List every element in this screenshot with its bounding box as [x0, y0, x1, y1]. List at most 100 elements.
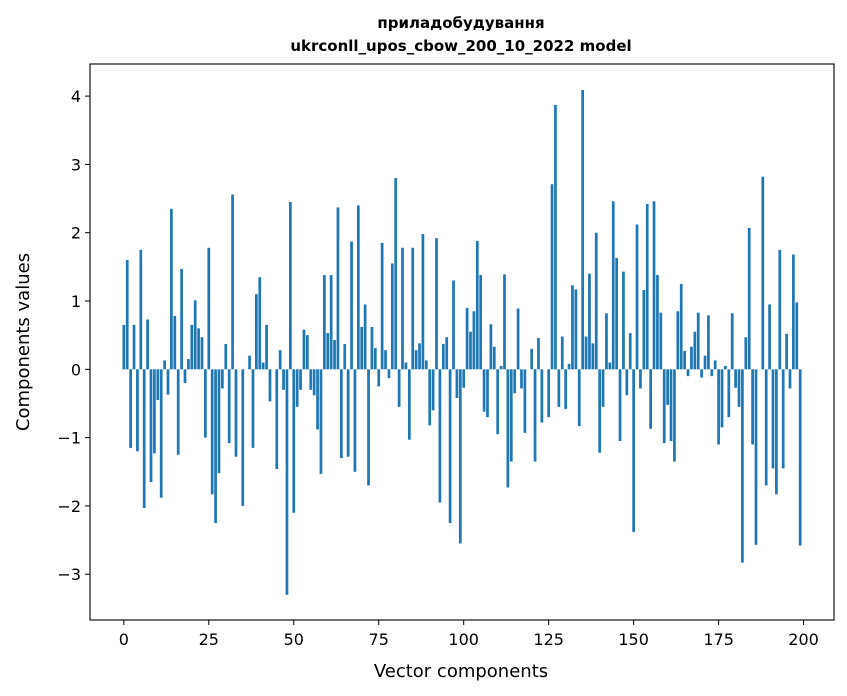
bar-128 [557, 369, 561, 407]
bar-182 [741, 369, 744, 563]
x-tick-label: 175 [703, 630, 734, 649]
bar-28 [217, 369, 221, 474]
x-tick-label: 125 [533, 630, 564, 649]
bar-152 [639, 369, 642, 389]
bar-130 [564, 369, 568, 409]
y-tick-label: −1 [57, 429, 81, 448]
bar-115 [513, 369, 517, 394]
bar-100 [462, 369, 466, 388]
bar-48 [285, 369, 289, 595]
bar-172 [707, 315, 710, 370]
bar-46 [278, 350, 282, 370]
bar-75 [377, 369, 381, 387]
x-tick-label: 0 [119, 630, 129, 649]
bar-123 [540, 369, 544, 423]
x-tick-label: 100 [448, 630, 479, 649]
bar-184 [747, 227, 751, 370]
bar-8 [149, 369, 153, 483]
bar-180 [734, 369, 737, 388]
bar-107 [486, 369, 489, 418]
bar-91 [431, 369, 435, 411]
bar-50 [292, 369, 296, 513]
bar-175 [717, 369, 720, 445]
bar-174 [713, 360, 717, 370]
bar-199 [798, 369, 802, 546]
bar-96 [448, 369, 452, 524]
bar-148 [625, 369, 629, 396]
bar-102 [469, 331, 472, 370]
bar-193 [778, 249, 782, 370]
bar-132 [571, 285, 574, 370]
bar-15 [173, 316, 177, 370]
bar-79 [390, 263, 394, 370]
bar-86 [414, 350, 418, 370]
bar-45 [275, 369, 279, 470]
bar-151 [635, 224, 639, 370]
x-tick-label: 50 [284, 630, 304, 649]
bar-139 [594, 232, 598, 370]
bar-173 [710, 369, 714, 377]
bar-155 [649, 369, 652, 429]
bar-121 [533, 369, 537, 462]
bar-195 [785, 333, 788, 370]
bar-99 [458, 369, 462, 544]
bar-35 [241, 369, 245, 506]
bar-29 [221, 369, 224, 389]
bar-176 [720, 369, 724, 428]
x-tick-label: 75 [369, 630, 389, 649]
bar-65 [343, 344, 347, 370]
bar-146 [618, 369, 622, 442]
bar-55 [309, 369, 313, 390]
bar-68 [353, 369, 357, 472]
bar-74 [373, 348, 377, 370]
bar-10 [156, 369, 160, 401]
bar-22 [197, 328, 200, 370]
y-tick-label: 0 [71, 360, 81, 379]
bar-89 [424, 360, 428, 370]
bar-47 [282, 369, 285, 390]
bar-72 [367, 369, 370, 486]
y-axis-ticks: −3 −2 −1 0 1 2 3 4 [57, 87, 90, 584]
bar-196 [788, 369, 792, 389]
bar-52 [299, 369, 302, 390]
bar-71 [363, 304, 367, 370]
bar-73 [370, 326, 374, 370]
bar-58 [319, 369, 323, 474]
bar-138 [591, 343, 595, 370]
bar-13 [166, 369, 170, 395]
bar-14 [170, 208, 173, 370]
bar-42 [265, 324, 268, 370]
bar-9 [153, 369, 156, 454]
bar-33 [234, 369, 238, 457]
plot-frame [89, 63, 835, 621]
bar-76 [380, 242, 384, 370]
chart-title-line-2: ukrconll_upos_cbow_200_10_2022 model [290, 37, 631, 55]
bar-116 [516, 308, 520, 370]
bar-166 [686, 369, 690, 377]
x-tick-label: 200 [788, 630, 819, 649]
bar-7 [146, 319, 149, 370]
bar-92 [435, 238, 438, 370]
bar-142 [605, 313, 608, 370]
bar-133 [574, 289, 578, 370]
bar-27 [214, 369, 217, 524]
bar-120 [530, 348, 534, 370]
bar-159 [662, 369, 666, 444]
bar-154 [645, 204, 649, 370]
bar-177 [724, 365, 727, 370]
bar-136 [584, 336, 588, 370]
bar-106 [482, 369, 486, 412]
bar-12 [163, 360, 166, 370]
bar-129 [560, 336, 564, 370]
bar-93 [438, 369, 442, 503]
bar-84 [407, 369, 411, 440]
y-tick-label: 4 [71, 87, 81, 106]
bar-110 [496, 369, 500, 435]
bar-171 [703, 355, 707, 370]
bar-192 [775, 369, 778, 495]
bar-16 [176, 369, 180, 455]
bar-66 [346, 369, 350, 457]
bar-95 [445, 337, 449, 370]
bar-140 [598, 369, 602, 453]
